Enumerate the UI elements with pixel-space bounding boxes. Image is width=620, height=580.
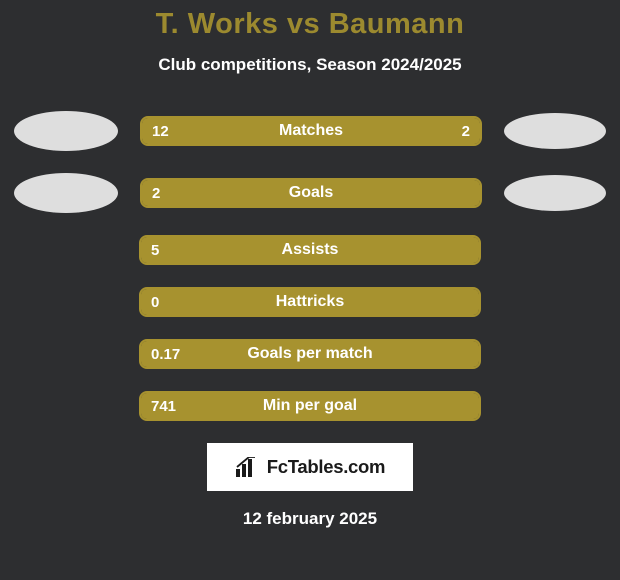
date-label: 12 february 2025 xyxy=(0,509,620,529)
stat-row: 741Min per goal xyxy=(0,391,620,421)
stat-label: Assists xyxy=(141,237,479,263)
player-avatar-left xyxy=(14,111,118,151)
stat-label: Matches xyxy=(142,118,480,144)
stat-row: 2Goals xyxy=(0,173,620,213)
comparison-infographic: T. Works vs Baumann Club competitions, S… xyxy=(0,0,620,529)
stat-value-right: 2 xyxy=(462,118,470,144)
stat-bar: 2Goals xyxy=(140,178,482,208)
player-avatar-right xyxy=(504,113,606,149)
stat-label: Hattricks xyxy=(141,289,479,315)
stat-row: 0Hattricks xyxy=(0,287,620,317)
page-title: T. Works vs Baumann xyxy=(0,8,620,41)
stat-bar: 12Matches2 xyxy=(140,116,482,146)
bar-chart-icon xyxy=(235,457,261,477)
stat-row: 0.17Goals per match xyxy=(0,339,620,369)
logo-text: FcTables.com xyxy=(267,456,385,478)
player-avatar-right xyxy=(504,175,606,211)
stat-bar: 5Assists xyxy=(139,235,481,265)
source-logo: FcTables.com xyxy=(207,443,413,491)
stat-bar: 0Hattricks xyxy=(139,287,481,317)
stat-bar: 0.17Goals per match xyxy=(139,339,481,369)
player-avatar-left xyxy=(14,173,118,213)
subtitle: Club competitions, Season 2024/2025 xyxy=(0,55,620,75)
stat-row: 12Matches2 xyxy=(0,111,620,151)
stat-label: Goals xyxy=(142,180,480,206)
stat-bar: 741Min per goal xyxy=(139,391,481,421)
stat-rows: 12Matches22Goals5Assists0Hattricks0.17Go… xyxy=(0,111,620,421)
stat-row: 5Assists xyxy=(0,235,620,265)
stat-label: Min per goal xyxy=(141,393,479,419)
stat-label: Goals per match xyxy=(141,341,479,367)
